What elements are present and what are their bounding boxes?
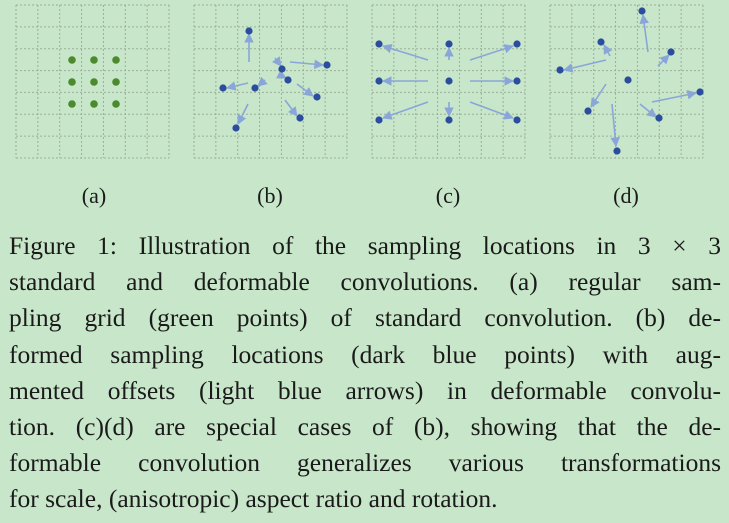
deformed-sample-point-c <box>375 77 383 85</box>
offset-arrow-d <box>639 103 657 118</box>
deformed-sample-point-d <box>556 66 564 74</box>
deformed-sample-point-d <box>667 48 675 56</box>
deformed-sample-point-d <box>696 88 704 96</box>
deformed-sample-point-b <box>278 65 286 73</box>
regular-sample-point <box>68 56 76 64</box>
regular-sample-point <box>90 100 98 108</box>
deformed-sample-point-c <box>513 77 521 85</box>
offset-arrow-d <box>563 59 607 73</box>
deformed-sample-point-b <box>323 61 331 69</box>
regular-sample-point <box>90 78 98 86</box>
deformed-sample-point-c <box>445 40 453 48</box>
offset-arrow-b <box>271 56 282 67</box>
deformed-sample-point-c <box>375 116 383 124</box>
caption-line: mented offsets (light blue arrows) in de… <box>9 375 721 405</box>
deformed-sample-point-b <box>251 84 259 92</box>
offset-arrow-b <box>289 59 324 69</box>
caption-line: formed sampling locations (dark blue poi… <box>9 339 721 369</box>
offset-arrow-c <box>469 101 514 120</box>
panel-grid-b <box>193 4 348 159</box>
offset-arrow-c <box>469 44 514 61</box>
offset-arrow-c <box>382 43 429 61</box>
deformed-sample-point-d <box>624 76 632 84</box>
deformed-sample-point-b <box>284 76 292 84</box>
offset-arrow-d <box>610 103 620 147</box>
regular-sample-point <box>112 100 120 108</box>
panel-label-b: (b) <box>257 183 283 208</box>
offset-arrow-b <box>226 81 249 91</box>
caption-line: standard and deformable convolutions. (a… <box>9 267 721 297</box>
offset-arrow-d <box>651 90 697 103</box>
deformed-sample-point-d <box>613 147 621 155</box>
offset-arrow-d <box>590 83 607 108</box>
deformed-sample-point-c <box>513 40 521 48</box>
panel-label-d: (d) <box>613 183 639 208</box>
deformed-sample-point-d <box>655 114 663 122</box>
deformed-sample-point-b <box>296 114 304 122</box>
deformed-sample-point-d <box>584 107 592 115</box>
panel-grid-a <box>15 4 170 159</box>
deformed-sample-point-b <box>219 84 227 92</box>
offset-arrow-b <box>296 83 314 97</box>
deformed-sample-point-c <box>445 77 453 85</box>
offset-arrow-d <box>657 54 670 67</box>
regular-sample-point <box>68 100 76 108</box>
deformed-sample-point-d <box>597 38 605 46</box>
offset-arrow-d <box>639 14 649 53</box>
deformed-sample-point-b <box>232 124 240 132</box>
figure-caption: Figure 1: Illustration of the sampling l… <box>9 228 721 518</box>
caption-line: Figure 1: Illustration of the sampling l… <box>9 231 721 260</box>
panel-grid-d <box>549 4 704 159</box>
deformed-sample-point-b <box>313 93 321 101</box>
offset-arrow-b <box>237 103 249 125</box>
figure-graphic <box>15 4 704 159</box>
regular-sample-point <box>112 78 120 86</box>
deformed-sample-point-c <box>513 116 521 124</box>
caption-line: for scale, (anisotropic) aspect ratio an… <box>9 484 498 514</box>
regular-sample-point <box>112 56 120 64</box>
offset-arrow-c <box>382 101 429 120</box>
offset-arrow-b <box>257 76 268 87</box>
deformed-sample-point-c <box>375 40 383 48</box>
panel-label-a: (a) <box>81 183 107 208</box>
deformed-sample-point-c <box>445 116 453 124</box>
regular-sample-point <box>68 78 76 86</box>
offset-arrow-d <box>603 44 613 57</box>
panel-label-c: (c) <box>435 183 461 208</box>
deformed-sample-point-b <box>245 27 253 35</box>
regular-sample-point <box>90 56 98 64</box>
offset-arrow-b <box>284 99 298 117</box>
caption-line: formable convolution generalizes various… <box>9 448 721 478</box>
deformed-sample-point-d <box>638 7 646 15</box>
caption-line: tion. (c)(d) are special cases of (b), s… <box>9 412 721 442</box>
caption-line: pling grid (green points) of standard co… <box>9 303 721 333</box>
